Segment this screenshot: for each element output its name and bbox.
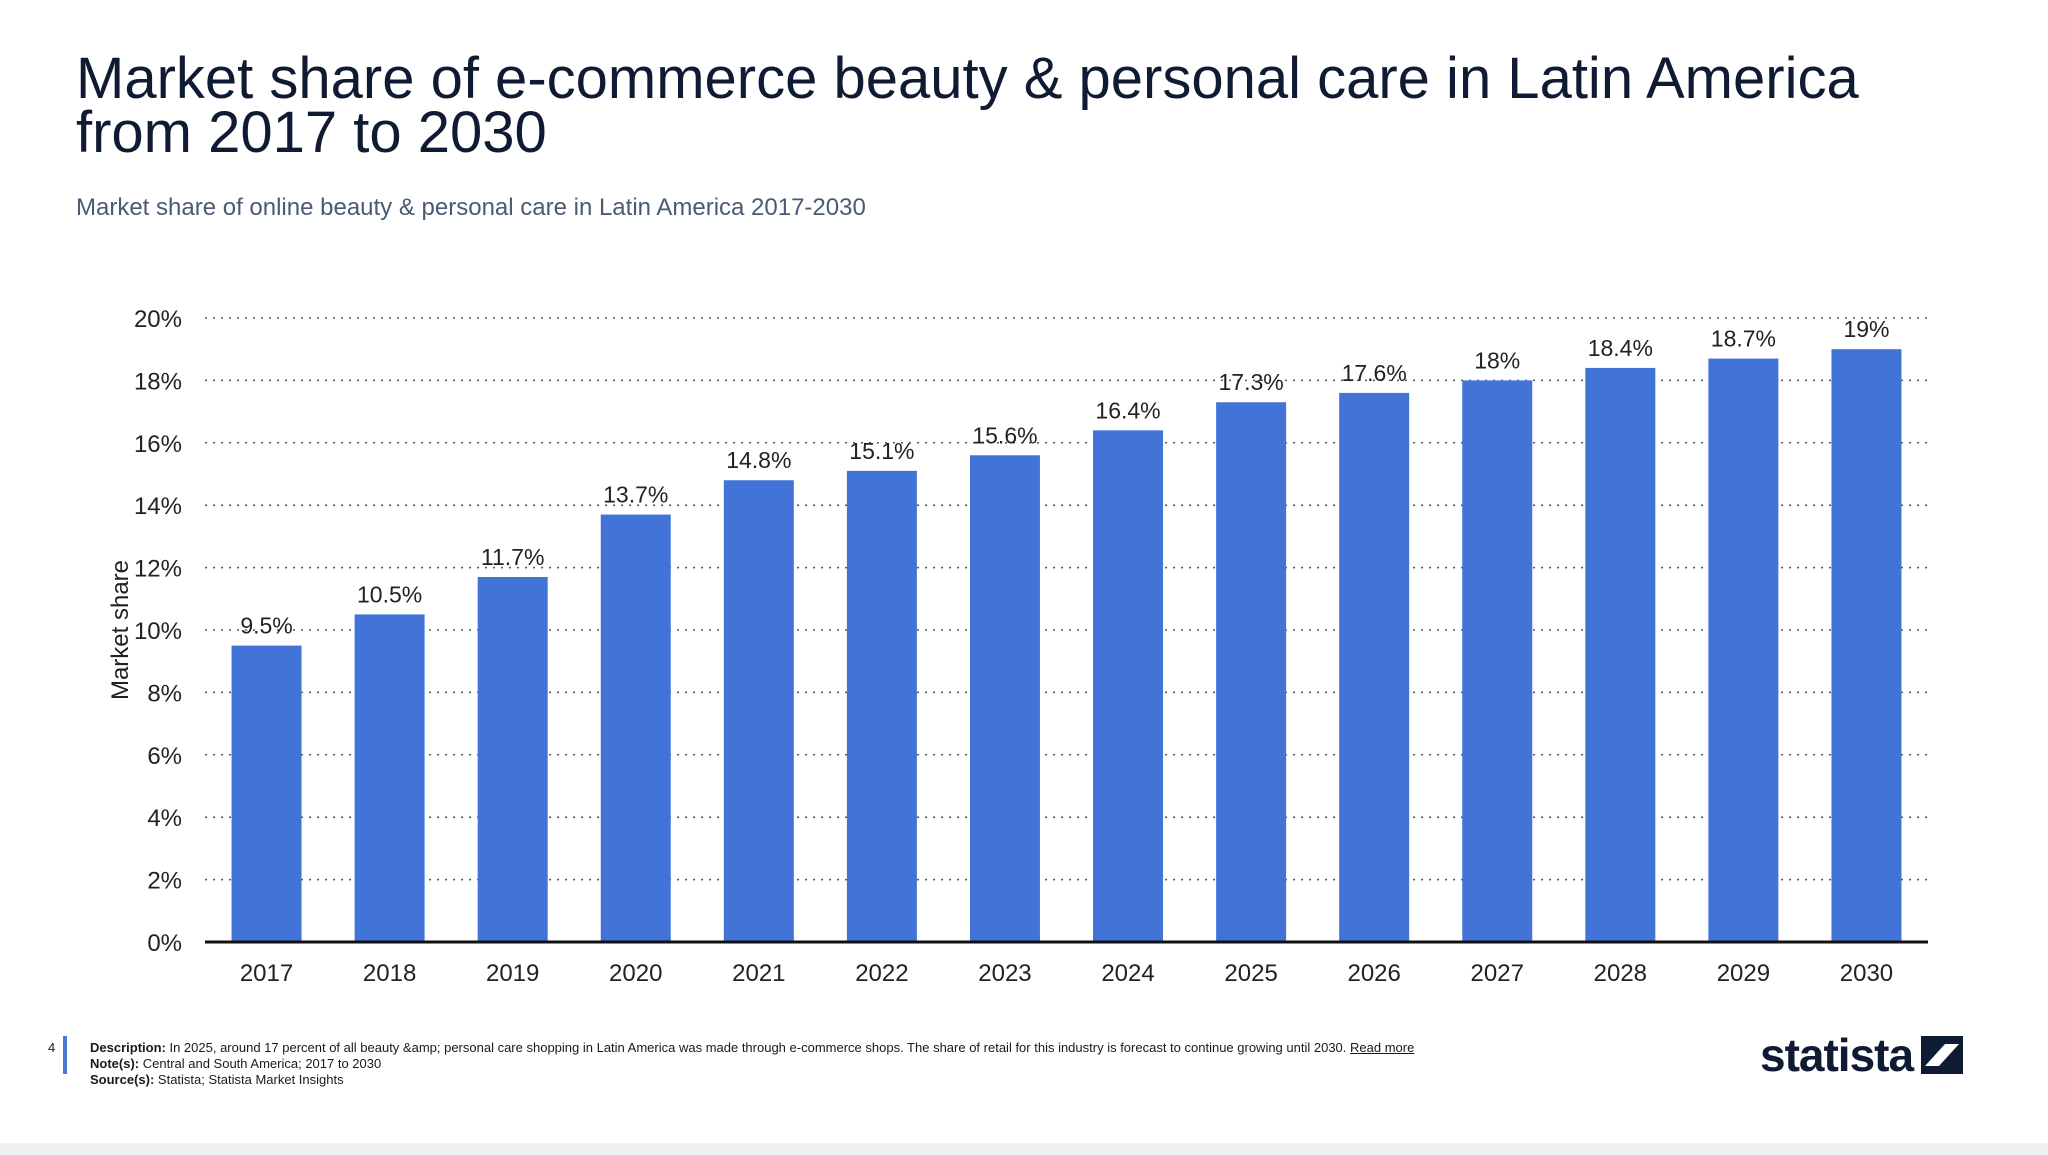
bar xyxy=(1708,358,1779,942)
footer-accent-bar xyxy=(63,1036,67,1074)
data-label: 17.6% xyxy=(1342,360,1407,386)
source-line: Source(s): Statista; Statista Market Ins… xyxy=(90,1072,1414,1088)
statista-logo-icon xyxy=(1921,1036,1964,1074)
x-tick-label: 2021 xyxy=(732,960,785,987)
x-tick-label: 2022 xyxy=(855,960,908,987)
data-label: 14.8% xyxy=(726,447,791,473)
bar xyxy=(846,470,917,942)
x-tick-label: 2017 xyxy=(240,960,293,987)
brand-name: statista xyxy=(1760,1029,1914,1081)
x-tick-label: 2024 xyxy=(1101,960,1154,987)
chart-subtitle: Market share of online beauty & personal… xyxy=(76,194,866,221)
y-tick-label: 8% xyxy=(147,680,182,707)
data-label: 11.7% xyxy=(481,544,545,570)
bar xyxy=(1585,367,1656,942)
x-tick-label: 2019 xyxy=(486,960,539,987)
data-label: 15.6% xyxy=(972,422,1037,448)
description-text: In 2025, around 17 percent of all beauty… xyxy=(169,1040,1347,1055)
data-label: 16.4% xyxy=(1095,397,1160,423)
x-tick-label: 2026 xyxy=(1347,960,1400,987)
x-tick-label: 2018 xyxy=(363,960,416,987)
y-tick-label: 6% xyxy=(147,743,182,770)
page-number: 4 xyxy=(48,1040,56,1055)
y-axis-title: Market share xyxy=(107,560,134,700)
x-tick-label: 2028 xyxy=(1594,960,1647,987)
x-tick-label: 2020 xyxy=(609,960,662,987)
y-tick-label: 0% xyxy=(147,930,182,957)
data-label: 18% xyxy=(1474,347,1520,373)
bar xyxy=(1093,430,1164,942)
y-tick-label: 14% xyxy=(134,493,182,520)
y-tick-label: 2% xyxy=(147,868,182,895)
y-tick-label: 4% xyxy=(147,805,182,832)
bar xyxy=(1339,392,1410,942)
x-tick-label: 2023 xyxy=(978,960,1031,987)
bar xyxy=(231,645,302,942)
notes-line: Note(s): Central and South America; 2017… xyxy=(90,1056,1414,1072)
y-tick-label: 20% xyxy=(134,306,182,333)
data-label: 19% xyxy=(1843,316,1889,342)
data-label: 9.5% xyxy=(240,613,292,639)
y-tick-label: 12% xyxy=(134,556,182,583)
x-tick-label: 2030 xyxy=(1840,960,1893,987)
y-tick-label: 10% xyxy=(134,618,182,645)
bar xyxy=(600,514,671,942)
notes-text: Central and South America; 2017 to 2030 xyxy=(142,1056,382,1071)
bar xyxy=(723,480,794,942)
data-label: 17.3% xyxy=(1218,369,1283,395)
data-label: 18.4% xyxy=(1588,335,1653,361)
bottom-strip xyxy=(0,1143,2048,1155)
bar xyxy=(1216,402,1287,942)
bar xyxy=(354,614,425,942)
y-tick-label: 16% xyxy=(134,431,182,458)
bar xyxy=(1462,380,1533,942)
notes-label: Note(s): xyxy=(90,1056,140,1071)
bar xyxy=(1831,349,1902,942)
source-text: Statista; Statista Market Insights xyxy=(157,1072,344,1087)
x-tick-label: 2025 xyxy=(1224,960,1277,987)
description-line: Description: In 2025, around 17 percent … xyxy=(90,1040,1414,1056)
page-title: Market share of e-commerce beauty & pers… xyxy=(76,46,1859,165)
chart-footer: Description: In 2025, around 17 percent … xyxy=(90,1040,1414,1088)
data-label: 13.7% xyxy=(603,482,668,508)
data-label: 10.5% xyxy=(357,581,422,607)
data-label: 15.1% xyxy=(849,438,914,464)
bar-chart: 0% 2% 4% 6% 8% 10% 12% 14% 16% 18% 20% Market share… xyxy=(107,306,1928,987)
statista-brand[interactable]: statista xyxy=(1760,1028,1964,1082)
data-label: 18.7% xyxy=(1711,326,1776,352)
bar xyxy=(477,576,548,942)
bar xyxy=(969,455,1040,942)
y-tick-label: 18% xyxy=(134,368,182,395)
source-label: Source(s): xyxy=(90,1072,155,1087)
x-tick-label: 2027 xyxy=(1471,960,1524,987)
x-tick-label: 2029 xyxy=(1717,960,1770,987)
description-label: Description: xyxy=(90,1040,166,1055)
read-more-link[interactable]: Read more xyxy=(1350,1040,1415,1055)
